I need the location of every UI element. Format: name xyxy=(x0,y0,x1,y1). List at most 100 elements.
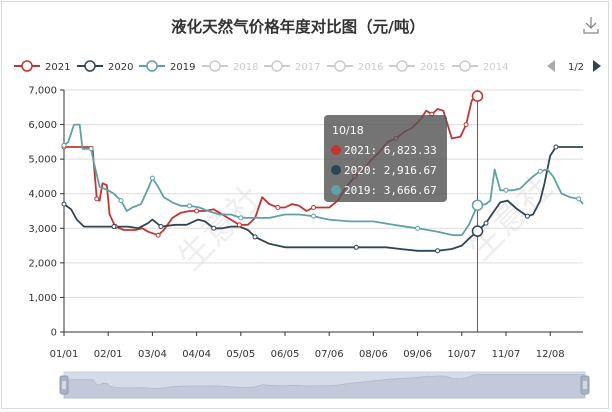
data-point xyxy=(61,142,67,148)
y-axis: 0 1,000 2,000 3,000 4,000 5,000 6,000 7,000 xyxy=(28,86,65,339)
legend-item-2019[interactable]: 2019 xyxy=(139,60,195,73)
data-zoom-slider[interactable] xyxy=(59,371,590,399)
legend-label: 2020 xyxy=(108,62,133,73)
x-tick-label: 02/01 xyxy=(94,349,123,360)
tooltip-row: 2020: 2,916.67 xyxy=(344,164,437,177)
data-point xyxy=(118,198,124,204)
legend-page-indicator: 1/2 xyxy=(568,62,584,73)
triangle-right-icon[interactable] xyxy=(593,60,601,72)
data-zoom-shadow xyxy=(63,374,586,399)
legend-marker-icon xyxy=(459,60,471,72)
data-point xyxy=(524,213,530,219)
chart-title: 液化天然气价格年度对比图（元/吨） xyxy=(171,17,425,36)
x-tick-label: 05/05 xyxy=(226,349,255,360)
legend: 2021 2020 2019 2018 2017 2016 2015 2014 xyxy=(14,60,508,73)
legend-label: 2014 xyxy=(483,62,508,73)
y-tick-label: 4,000 xyxy=(28,189,57,200)
x-tick-label: 01/01 xyxy=(50,349,79,360)
y-tick-label: 5,000 xyxy=(28,155,57,166)
tooltip-row: 2021: 6,823.33 xyxy=(344,144,437,157)
data-zoom-handle-right[interactable] xyxy=(580,375,590,395)
data-point xyxy=(238,215,244,221)
tooltip-marker xyxy=(331,165,341,175)
y-tick-label: 6,000 xyxy=(28,120,57,131)
download-icon[interactable] xyxy=(583,17,599,34)
x-tick-label: 07/06 xyxy=(315,349,344,360)
x-tick-label: 03/04 xyxy=(138,349,167,360)
legend-item-2020[interactable]: 2020 xyxy=(77,60,133,73)
data-point xyxy=(275,205,281,211)
data-point xyxy=(61,201,67,207)
tooltip-marker xyxy=(331,145,341,155)
data-point xyxy=(149,175,155,181)
x-tick-label: 08/06 xyxy=(359,349,388,360)
x-tick-label: 11/07 xyxy=(492,349,521,360)
x-tick-label: 06/05 xyxy=(271,349,300,360)
data-point xyxy=(311,205,317,211)
triangle-left-icon[interactable] xyxy=(547,60,555,72)
highlight-point-2019 xyxy=(471,199,484,211)
legend-item-2021[interactable]: 2021 xyxy=(14,60,70,73)
data-point xyxy=(353,244,359,250)
legend-label: 2016 xyxy=(358,62,383,73)
legend-marker-icon xyxy=(21,60,33,72)
data-point xyxy=(88,146,94,152)
data-point xyxy=(155,232,161,238)
legend-marker-icon xyxy=(334,60,346,72)
tooltip-marker xyxy=(331,185,341,195)
data-point xyxy=(463,122,469,128)
tooltip: 10/18 2021: 6,823.33 2020: 2,916.67 2019: … xyxy=(324,115,447,202)
data-point xyxy=(483,220,489,226)
x-tick-label: 09/06 xyxy=(403,349,432,360)
legend-item-2015[interactable]: 2015 xyxy=(389,60,445,73)
y-tick-label: 7,000 xyxy=(28,86,57,97)
highlight-point-2020 xyxy=(471,225,484,237)
x-tick-label: 04/04 xyxy=(182,349,211,360)
x-axis: 01/01 02/01 03/04 04/04 05/05 06/05 07/06 08/06… xyxy=(50,332,565,360)
legend-marker-icon xyxy=(209,60,221,72)
series-line-2020 xyxy=(63,146,583,252)
data-point xyxy=(537,168,543,174)
legend-label: 2021 xyxy=(45,62,70,73)
legend-item-2014[interactable]: 2014 xyxy=(452,60,508,73)
y-tick-label: 3,000 xyxy=(28,224,57,235)
y-tick-label: 2,000 xyxy=(28,258,57,269)
legend-label: 2019 xyxy=(170,62,195,73)
x-tick-label: 10/07 xyxy=(447,349,476,360)
data-point xyxy=(435,248,441,254)
y-tick-label: 1,000 xyxy=(28,293,57,304)
legend-marker-icon xyxy=(396,60,408,72)
legend-prev-button[interactable] xyxy=(547,60,555,72)
y-tick-label: 0 xyxy=(51,328,57,339)
data-point xyxy=(503,187,509,193)
data-point xyxy=(194,208,200,214)
tooltip-background xyxy=(324,115,447,202)
tooltip-date: 10/18 xyxy=(332,124,364,137)
legend-marker-icon xyxy=(271,60,283,72)
data-point xyxy=(211,225,217,231)
legend-label: 2017 xyxy=(295,62,320,73)
data-point xyxy=(311,213,317,219)
x-tick-label: 12/08 xyxy=(536,349,565,360)
data-point xyxy=(186,203,192,209)
legend-item-2018[interactable]: 2018 xyxy=(202,60,258,73)
series-line-2019 xyxy=(63,123,584,237)
data-point xyxy=(553,144,559,150)
legend-label: 2018 xyxy=(233,62,258,73)
tooltip-row: 2019: 3,666.67 xyxy=(344,184,437,197)
legend-marker-icon xyxy=(84,60,96,72)
data-point xyxy=(236,222,242,228)
grid xyxy=(64,89,583,333)
legend-next-button[interactable] xyxy=(593,60,601,72)
data-point xyxy=(111,224,117,230)
data-point xyxy=(415,225,421,231)
legend-label: 2015 xyxy=(420,62,445,73)
data-point xyxy=(94,196,100,202)
data-point xyxy=(158,224,164,230)
legend-item-2017[interactable]: 2017 xyxy=(264,60,320,73)
highlight-point-2021 xyxy=(471,90,484,102)
data-zoom-handle-left[interactable] xyxy=(59,375,69,395)
legend-item-2016[interactable]: 2016 xyxy=(327,60,383,73)
